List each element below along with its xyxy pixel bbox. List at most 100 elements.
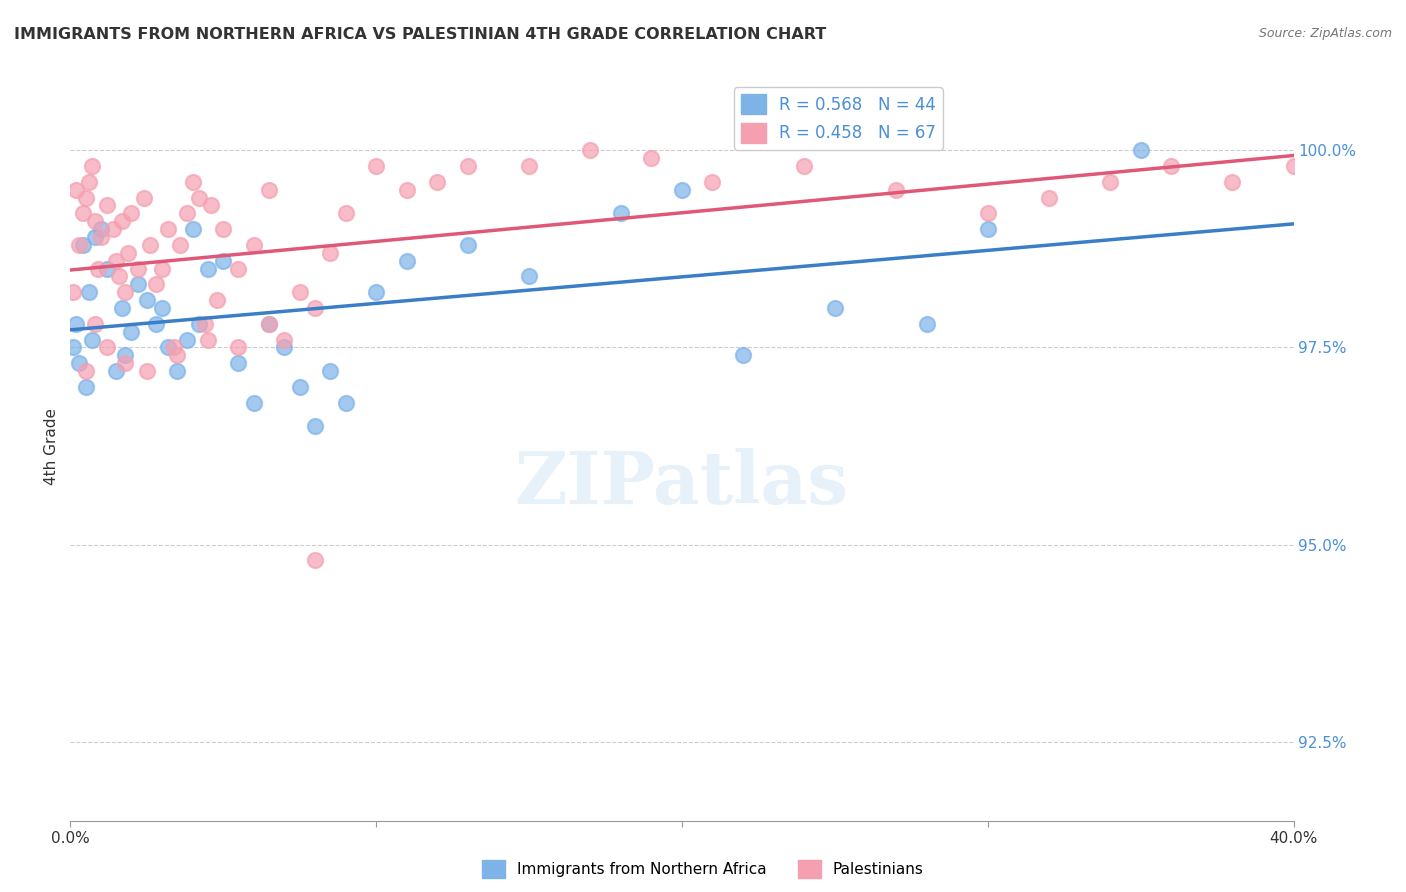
Point [101,222,124,236]
Point [83,230,105,244]
Point [273,333,295,347]
Point [83,317,105,331]
Point [114,348,136,362]
Point [96,261,118,276]
Point [114,285,136,300]
Point [640,151,662,165]
Point [1038,190,1060,204]
Point [228,356,250,370]
Legend: R = 0.568   N = 44, R = 0.458   N = 67: R = 0.568 N = 44, R = 0.458 N = 67 [734,87,942,150]
Point [90,230,112,244]
Point [157,222,180,236]
Point [395,253,418,268]
Point [108,269,131,284]
Point [75,190,97,204]
Point [65,183,87,197]
Point [304,553,326,567]
Point [181,175,204,189]
Point [111,214,134,228]
Point [87,261,110,276]
Point [75,364,97,378]
Point [145,277,167,292]
Point [194,317,217,331]
Point [69,238,91,252]
Point [135,364,157,378]
Point [319,364,342,378]
Point [915,317,938,331]
Point [150,261,173,276]
Point [145,317,167,331]
Point [132,190,155,204]
Point [671,183,693,197]
Point [105,253,128,268]
Point [304,419,326,434]
Point [80,333,103,347]
Y-axis label: 4th Grade: 4th Grade [44,408,59,484]
Point [121,206,143,220]
Point [197,333,219,347]
Point [426,175,449,189]
Point [243,395,266,409]
Point [579,143,602,157]
Point [176,333,198,347]
Point [127,277,149,292]
Point [114,356,136,370]
Point [111,301,134,315]
Point [75,380,97,394]
Point [163,340,186,354]
Point [1099,175,1122,189]
Point [83,214,105,228]
Point [157,340,180,354]
Point [884,183,907,197]
Point [205,293,228,307]
Point [257,317,280,331]
Point [319,245,342,260]
Point [72,238,94,252]
Point [105,364,128,378]
Point [62,340,84,354]
Point [457,238,479,252]
Text: IMMIGRANTS FROM NORTHERN AFRICA VS PALESTINIAN 4TH GRADE CORRELATION CHART: IMMIGRANTS FROM NORTHERN AFRICA VS PALES… [14,27,827,42]
Point [197,261,219,276]
Point [395,183,418,197]
Point [117,245,139,260]
Text: Source: ZipAtlas.com: Source: ZipAtlas.com [1258,27,1392,40]
Point [702,175,724,189]
Point [1220,175,1243,189]
Point [733,348,755,362]
Point [335,395,357,409]
Point [187,317,209,331]
Point [457,159,479,173]
Legend: Immigrants from Northern Africa, Palestinians: Immigrants from Northern Africa, Palesti… [477,854,929,884]
Point [824,301,846,315]
Point [77,285,100,300]
Point [150,301,173,315]
Point [793,159,815,173]
Point [976,222,998,236]
Point [169,238,191,252]
Point [166,364,188,378]
Point [65,317,87,331]
Point [1282,159,1305,173]
Point [366,159,388,173]
Point [243,238,266,252]
Point [228,261,250,276]
Point [96,198,118,212]
Point [166,348,188,362]
Point [187,190,209,204]
Point [288,380,311,394]
Point [212,253,235,268]
Point [181,222,204,236]
Point [72,206,94,220]
Point [366,285,388,300]
Point [69,356,91,370]
Point [176,206,198,220]
Point [976,206,998,220]
Point [135,293,157,307]
Point [288,285,311,300]
Point [90,222,112,236]
Point [121,325,143,339]
Point [1160,159,1182,173]
Point [257,183,280,197]
Point [517,159,540,173]
